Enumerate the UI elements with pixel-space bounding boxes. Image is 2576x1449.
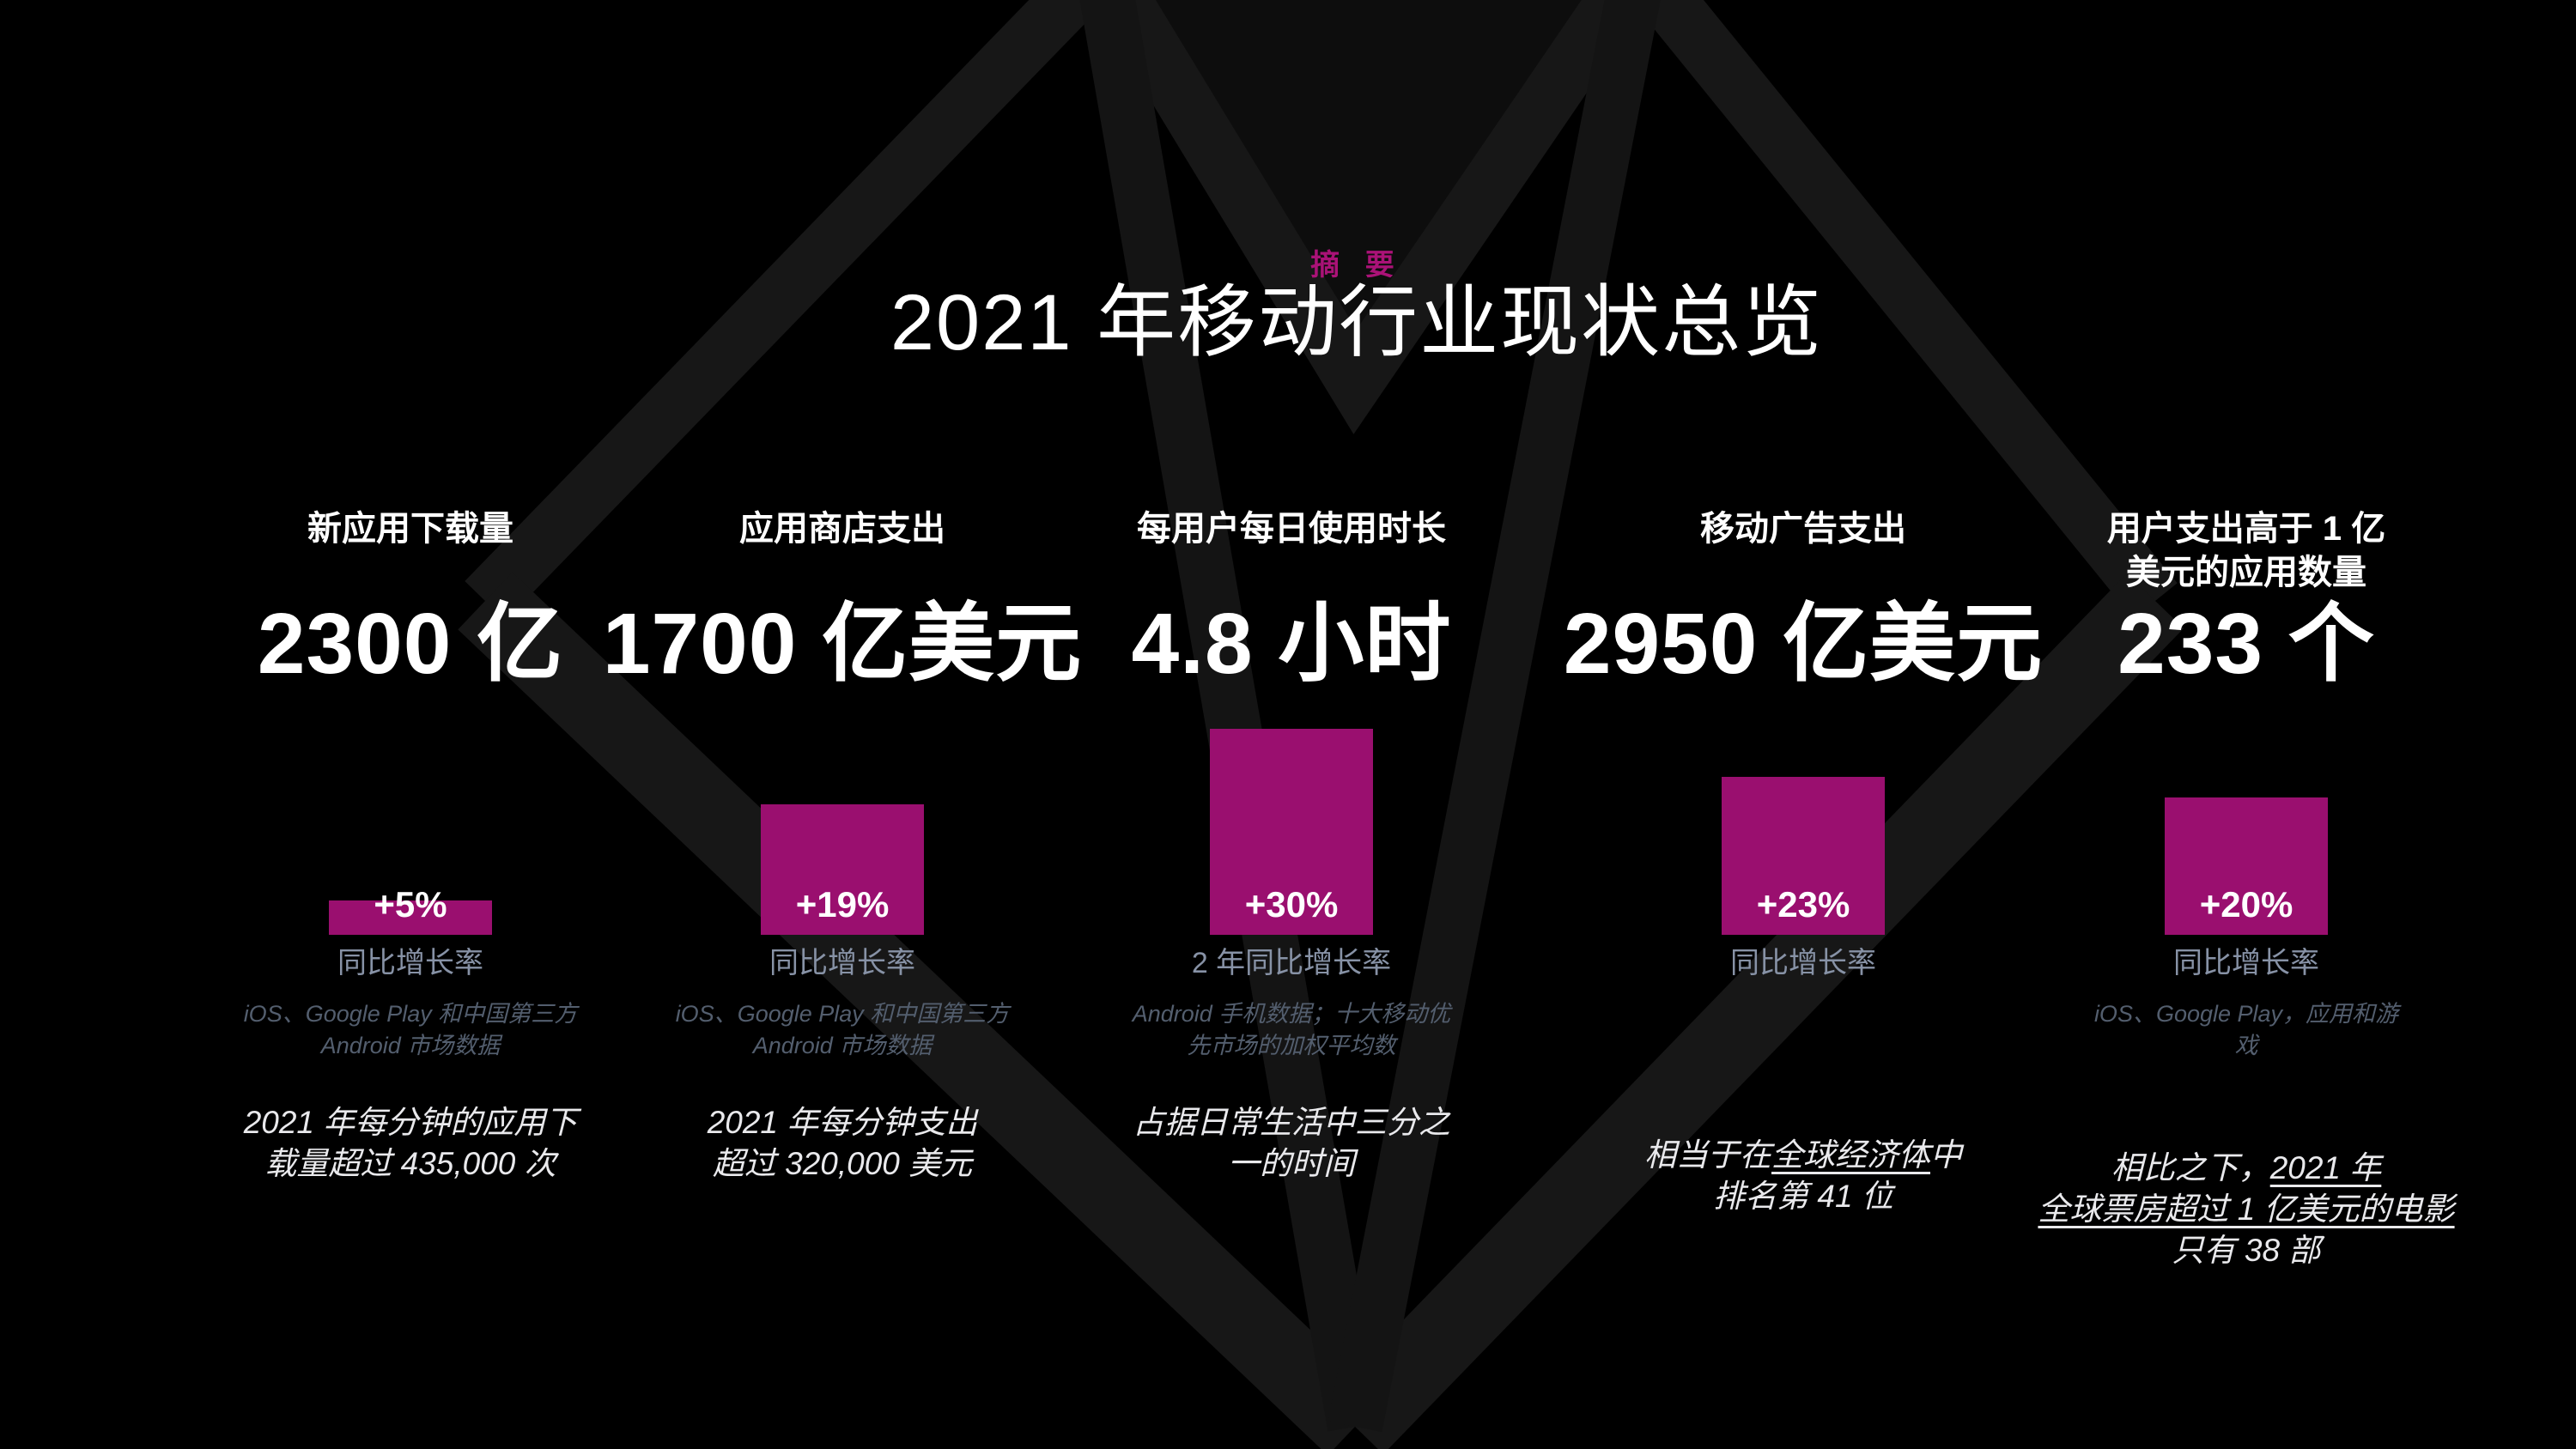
growth-bar-value-label: +5% <box>374 884 447 925</box>
metric-value: 2950 亿美元 <box>1563 596 2044 692</box>
growth-bar-value-label: +20% <box>2199 884 2293 925</box>
growth-period-label: 同比增长率 <box>769 947 915 979</box>
data-source-note: iOS、Google Play 和中国第三方 Android 市场数据 <box>675 1001 1010 1058</box>
growth-bar-value-label: +19% <box>795 884 890 925</box>
metric-header: 移动广告支出 <box>1700 510 1906 548</box>
growth-bar <box>2165 797 2328 935</box>
growth-bar <box>761 804 924 935</box>
metric-header: 新应用下载量 <box>307 510 513 548</box>
metric-column-downloads: 新应用下载量 2300 亿 +5% 同比增长率 iOS、Google Play … <box>170 0 651 1449</box>
metric-column-time-spent: 每用户每日使用时长 4.8 小时 +30% 2 年同比增长率 Android 手… <box>1051 0 1532 1449</box>
metric-header: 应用商店支出 <box>739 510 945 548</box>
growth-bar-value-label: +30% <box>1244 884 1339 925</box>
growth-bar <box>1210 729 1373 935</box>
growth-period-label: 2 年同比增长率 <box>1191 947 1392 979</box>
metric-column-store-spend: 应用商店支出 1700 亿美元 +19% 同比增长率 iOS、Google Pl… <box>602 0 1083 1449</box>
metric-value: 2300 亿 <box>257 596 564 692</box>
data-source-note: Android 手机数据；十大移动优 先市场的加权平均数 <box>1132 1001 1451 1058</box>
insight-note: 2021 年每分钟支出 超过 320,000 美元 <box>707 1105 978 1181</box>
data-source-note: iOS、Google Play 和中国第三方 Android 市场数据 <box>243 1001 578 1058</box>
page-title: 2021 年移动行业现状总览 <box>890 279 1824 367</box>
metric-column-apps-over-100m: 用户支出高于 1 亿 美元的应用数量 233 个 +20% 同比增长率 iOS、… <box>2006 0 2487 1449</box>
data-source-note: iOS、Google Play，应用和游 戏 <box>2093 1001 2399 1058</box>
insight-note: 2021 年每分钟的应用下 载量超过 435,000 次 <box>243 1105 578 1181</box>
metric-column-ad-spend: 移动广告支出 2950 亿美元 +23% 同比增长率 相当于在全球经济体中 排名第… <box>1563 0 2044 1449</box>
metric-value: 4.8 小时 <box>1131 596 1452 692</box>
growth-period-label: 同比增长率 <box>2173 947 2319 979</box>
metric-value: 1700 亿美元 <box>602 596 1083 692</box>
growth-bar <box>1722 777 1885 935</box>
growth-period-label: 同比增长率 <box>337 947 483 979</box>
metric-header: 每用户每日使用时长 <box>1137 510 1446 548</box>
insight-note: 相比之下，2021 年全球票房超过 1 亿美元的电影 只有 38 部 <box>2038 1150 2455 1268</box>
growth-bar <box>329 900 492 935</box>
metric-header: 用户支出高于 1 亿 美元的应用数量 <box>2106 510 2386 591</box>
insight-note: 相当于在全球经济体中 排名第 41 位 <box>1644 1137 1962 1214</box>
insight-note: 占据日常生活中三分之 一的时间 <box>1133 1105 1450 1181</box>
eyebrow-label: 摘 要 <box>1310 249 1403 282</box>
growth-period-label: 同比增长率 <box>1730 947 1876 979</box>
growth-bar-value-label: +23% <box>1756 884 1850 925</box>
metric-value: 233 个 <box>2117 596 2375 692</box>
